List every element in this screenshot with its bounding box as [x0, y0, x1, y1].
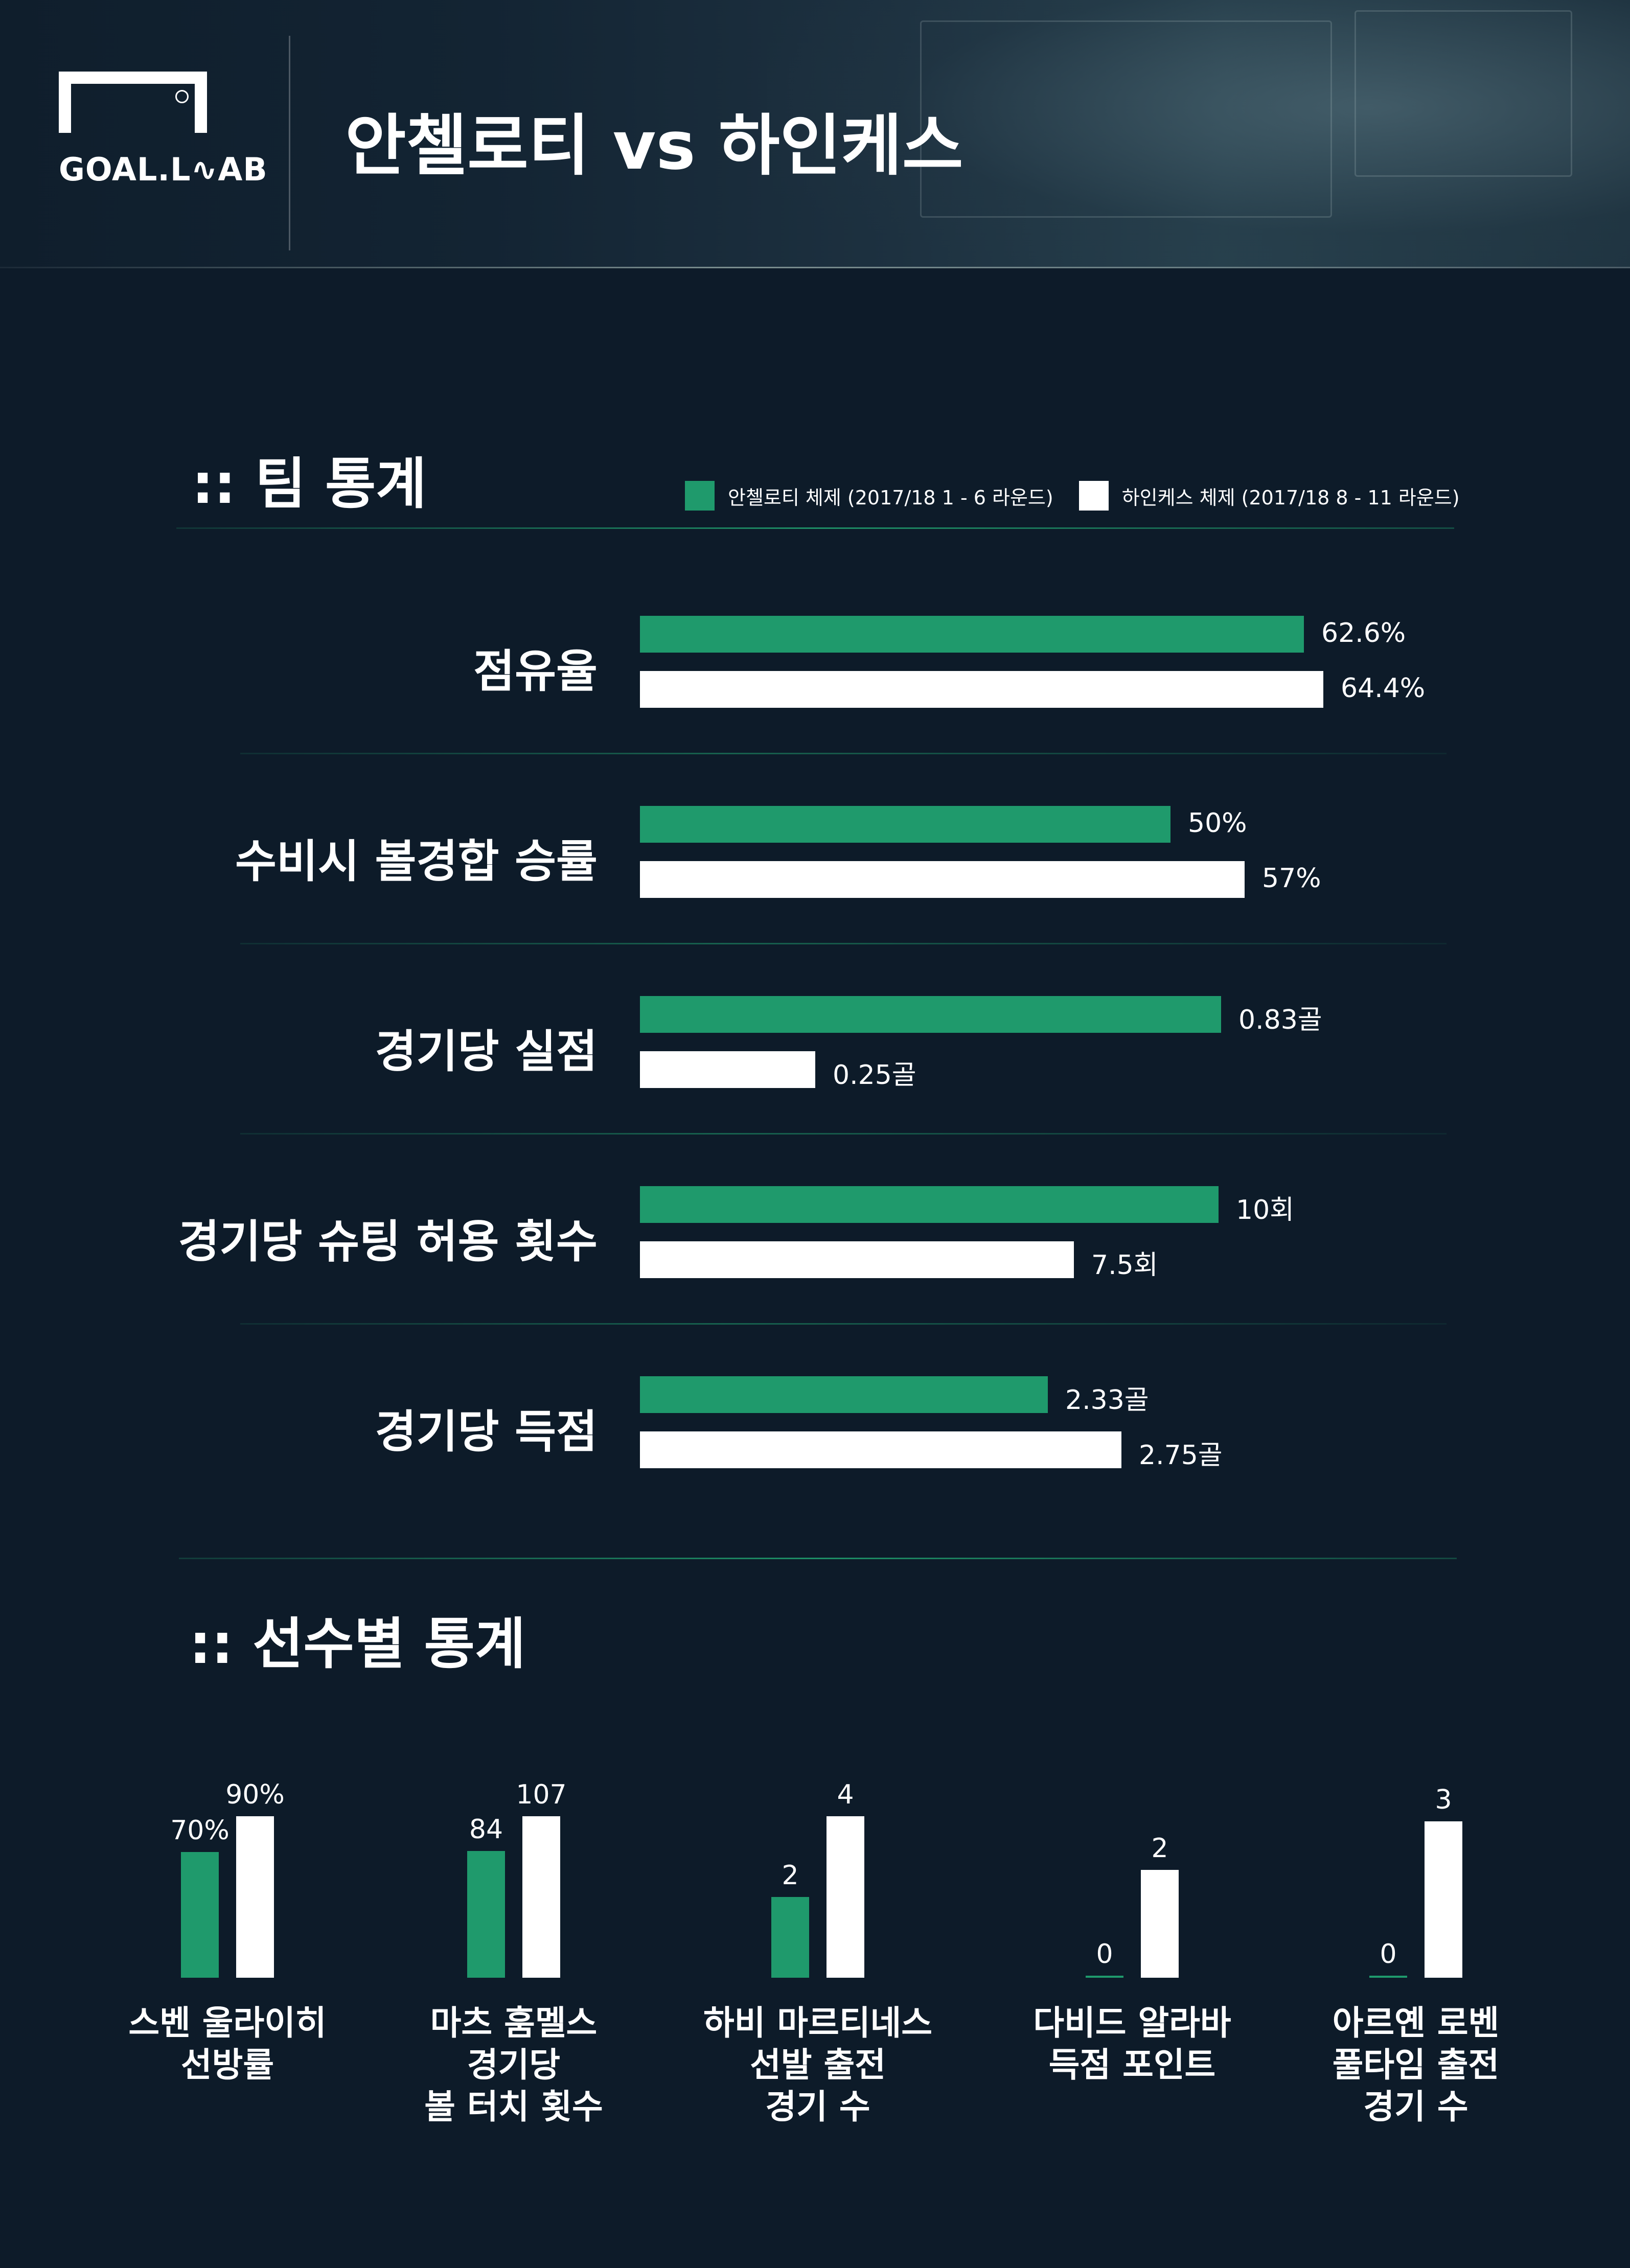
legend-item-ancelotti: 안첼로티 체제 (2017/18 1 - 6 라운드): [685, 481, 1053, 511]
player-stat-label-line: 마츠 훔멜스: [430, 2003, 598, 2043]
player-bar-value: 2: [782, 1860, 799, 1891]
player-bar: [1141, 1870, 1179, 1978]
legend-swatch-ancelotti: [685, 481, 715, 511]
team-bar: [640, 1431, 1121, 1468]
player-bar: [827, 1816, 864, 1978]
legend-item-heynckes: 하인케스 체제 (2017/18 8 - 11 라운드): [1078, 481, 1460, 511]
team-bar-value: 50%: [1188, 808, 1247, 839]
team-stats-title: :: 팀 통계: [192, 452, 427, 516]
team-section-rule: [176, 527, 1454, 529]
player-bar-value: 4: [837, 1779, 854, 1810]
team-bar: [640, 861, 1245, 898]
logo-dot-icon: [175, 90, 189, 103]
legend-label-heynckes: 하인케스 체제 (2017/18 8 - 11 라운드): [1121, 486, 1460, 509]
logo-text: GOAL.L∿AB: [59, 151, 268, 188]
player-bar: [236, 1816, 274, 1978]
team-bar: [640, 1186, 1219, 1223]
team-stat-label: 경기당 실점: [375, 1025, 598, 1078]
legend: 안첼로티 체제 (2017/18 1 - 6 라운드) 하인케스 체제 (201…: [685, 480, 1485, 511]
team-bar: [640, 671, 1323, 708]
team-stat-label: 점유율: [473, 645, 598, 698]
player-stat-label-line: 경기당: [467, 2045, 561, 2085]
team-bar-value: 0.83골: [1238, 1005, 1322, 1035]
goal-lab-logo: GOAL.L∿AB: [59, 72, 267, 194]
team-bar: [640, 616, 1304, 653]
team-stat-label: 경기당 득점: [375, 1405, 598, 1458]
header-divider: [289, 36, 290, 250]
team-bar: [640, 1051, 815, 1088]
player-stat-label-line: 경기 수: [1363, 2087, 1468, 2126]
player-bar: [1086, 1976, 1123, 1978]
player-stat-label-line: 다비드 알라바: [1033, 2003, 1231, 2043]
player-section-rule: [179, 1558, 1457, 1559]
player-stat-label-line: 하비 마르티네스: [703, 2003, 933, 2043]
team-row-divider: [240, 1323, 1447, 1325]
player-stat-label-line: 아르옌 로벤: [1332, 2003, 1500, 2043]
player-stat-label-line: 풀타임 출전: [1332, 2045, 1500, 2085]
team-row-divider: [240, 753, 1447, 754]
legend-swatch-heynckes: [1078, 481, 1109, 511]
player-stats-title: :: 선수별 통계: [189, 1612, 526, 1676]
player-bar: [467, 1851, 505, 1978]
player-bar-value: 0: [1380, 1939, 1397, 1970]
player-stat-label-line: 스벤 울라이히: [128, 2003, 327, 2043]
player-bar: [1425, 1821, 1462, 1978]
legend-label-ancelotti: 안첼로티 체제 (2017/18 1 - 6 라운드): [728, 486, 1053, 509]
header-background-photo: [767, 0, 1630, 268]
player-bar-value: 0: [1096, 1939, 1113, 1970]
team-bar-value: 2.33골: [1065, 1385, 1149, 1416]
team-bar: [640, 996, 1221, 1033]
team-bar: [640, 1376, 1048, 1413]
player-bar: [1369, 1976, 1407, 1978]
player-stat-label-line: 선방률: [180, 2045, 274, 2085]
page-title: 안첼로티 vs 하인케스: [345, 107, 963, 184]
team-row-divider: [240, 1133, 1447, 1135]
header-underline: [0, 267, 1630, 268]
team-bar-value: 62.6%: [1321, 618, 1406, 649]
player-bar-value: 107: [516, 1779, 567, 1810]
player-stat-label: 마츠 훔멜스 경기당 볼 터치 횟수: [360, 2002, 667, 2128]
player-stat-label: 아르옌 로벤 풀타임 출전 경기 수: [1262, 2002, 1569, 2128]
team-bar-value: 7.5회: [1091, 1250, 1158, 1281]
team-bar-value: 57%: [1262, 863, 1321, 894]
team-bar: [640, 806, 1170, 843]
player-stat-label: 하비 마르티네스 선발 출전 경기 수: [664, 2002, 971, 2128]
team-bar-value: 0.25골: [833, 1060, 916, 1091]
player-bar-value: 70%: [170, 1815, 229, 1846]
team-bar: [640, 1241, 1074, 1278]
team-bar-value: 64.4%: [1341, 673, 1426, 704]
team-bar-value: 10회: [1236, 1195, 1295, 1225]
player-bar-value: 90%: [225, 1779, 285, 1810]
player-stat-label: 다비드 알라바 득점 포인트: [979, 2002, 1285, 2086]
player-stat-label-line: 득점 포인트: [1048, 2045, 1216, 2085]
player-stat-label-line: 볼 터치 횟수: [424, 2087, 603, 2126]
team-stat-label: 경기당 슈팅 허용 횟수: [178, 1215, 598, 1268]
player-bar: [771, 1897, 809, 1978]
player-bar: [522, 1816, 560, 1978]
player-bar-value: 3: [1435, 1785, 1452, 1815]
header-banner: GOAL.L∿AB 안첼로티 vs 하인케스: [0, 0, 1630, 268]
player-stat-label-line: 경기 수: [765, 2087, 870, 2126]
team-stat-label: 수비시 볼경합 승률: [235, 835, 598, 888]
goal-frame-icon: [59, 72, 207, 133]
team-bar-value: 2.75골: [1139, 1440, 1223, 1471]
player-bar: [181, 1852, 219, 1978]
team-row-divider: [240, 943, 1447, 944]
player-stat-label-line: 선발 출전: [750, 2045, 886, 2085]
player-bar-value: 2: [1151, 1833, 1168, 1864]
player-stat-label: 스벤 울라이히 선방률: [74, 2002, 381, 2086]
player-bar-value: 84: [469, 1814, 503, 1845]
